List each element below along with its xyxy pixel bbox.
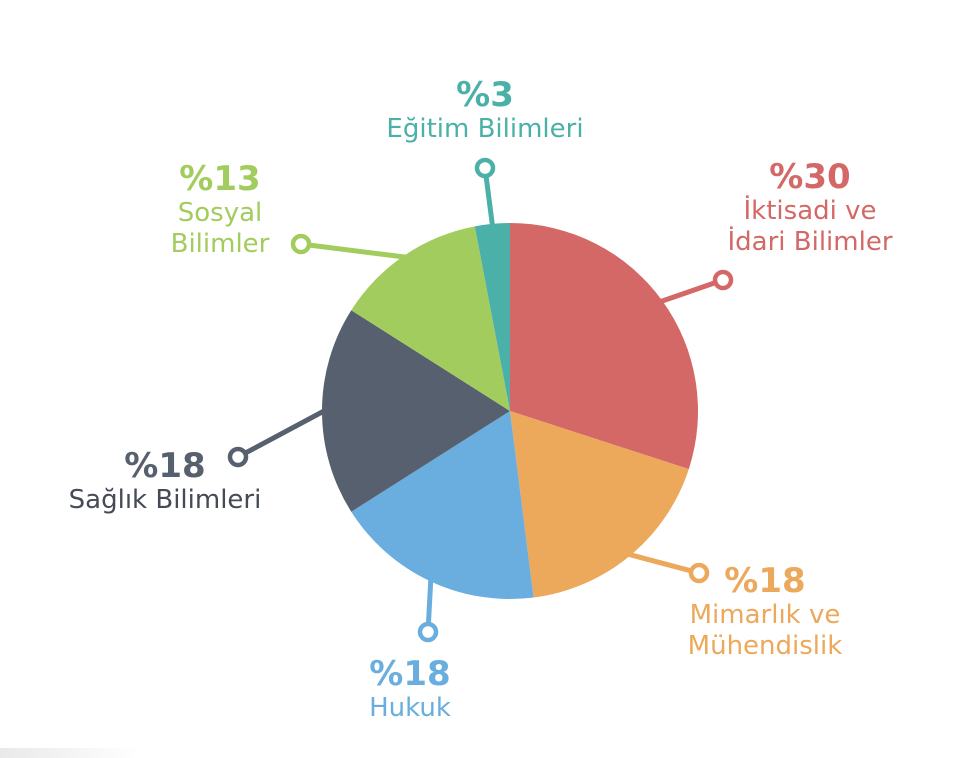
- pie-slice-5: [351, 226, 510, 411]
- leader-line-1: [657, 280, 718, 305]
- slice-category-label: Hukuk: [369, 693, 451, 723]
- slice-percent-label: %30: [769, 157, 851, 197]
- slice-label-4: %18 Sağlık Bilimleri: [40, 447, 290, 516]
- leader-ring-4: [227, 446, 249, 468]
- leader-line-5: [306, 242, 408, 260]
- pie-slice-1: [510, 223, 698, 470]
- slice-percent-label: %13: [179, 159, 261, 199]
- slice-percent-label: %18: [369, 654, 451, 694]
- leader-line-6: [483, 173, 495, 229]
- slice-category-label: Sosyal Bilimler: [170, 198, 270, 259]
- slice-label-5: %13 Sosyal Bilimler: [140, 160, 300, 260]
- slice-category-label: Sağlık Bilimleri: [68, 485, 262, 515]
- slice-label-3: %18 Hukuk: [320, 655, 500, 724]
- pie-slice-4: [322, 310, 510, 512]
- leader-line-2: [626, 551, 694, 574]
- slice-percent-label: %18: [724, 561, 806, 601]
- leader-ring-3: [417, 621, 439, 643]
- slice-category-label: Mimarlık ve Mühendislik: [687, 600, 843, 661]
- pie-slice-3: [351, 411, 534, 599]
- leader-ring-6: [474, 157, 496, 179]
- slice-category-label: İktisadi ve İdari Bilimler: [727, 196, 893, 257]
- slice-category-label: Eğitim Bilimleri: [386, 114, 584, 144]
- pie-slice-6: [474, 223, 510, 411]
- leader-ring-2: [688, 562, 710, 584]
- slice-label-1: %30 İktisadi ve İdari Bilimler: [700, 158, 920, 258]
- leader-ring-1: [712, 269, 734, 291]
- bottom-edge-shadow: [0, 748, 140, 758]
- leader-ring-5: [290, 233, 312, 255]
- leader-line-4: [242, 408, 327, 456]
- slice-label-6: %3 Eğitim Bilimleri: [360, 76, 610, 145]
- slice-label-2: %18 Mimarlık ve Mühendislik: [650, 562, 880, 662]
- leader-line-3: [425, 576, 434, 627]
- slice-percent-label: %3: [456, 75, 514, 115]
- pie-slice-2: [510, 411, 689, 598]
- slice-percent-label: %18: [124, 446, 206, 486]
